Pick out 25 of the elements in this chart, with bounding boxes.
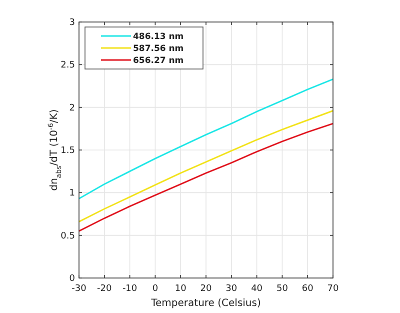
y-tick-label: 3: [69, 18, 75, 28]
x-tick-label: -10: [122, 284, 138, 294]
x-tick-label: 10: [174, 284, 187, 294]
x-axis-title: Temperature (Celsius): [150, 298, 261, 309]
y-tick-label: 2.5: [60, 60, 75, 71]
line-series: [78, 78, 334, 200]
x-tick-label: 20: [200, 284, 212, 294]
x-tick-label: 30: [226, 284, 238, 294]
y-tick-label: 0: [69, 274, 76, 284]
line-series: [78, 122, 334, 232]
y-tick-label: 0.5: [60, 231, 75, 242]
x-tick-label: -30: [72, 284, 87, 294]
legend-label: 656.27 nm: [133, 56, 184, 66]
x-tick-label: 40: [251, 284, 263, 294]
x-tick-label: 0: [152, 284, 158, 294]
y-tick-label: 2: [69, 103, 75, 114]
legend-label: 587.56 nm: [133, 44, 184, 54]
line-series: [78, 110, 334, 222]
y-tick-label: 1.5: [60, 146, 75, 156]
x-tick-label: 50: [276, 284, 288, 294]
x-tick-label: -20: [97, 284, 112, 294]
y-tick-label: 1: [69, 188, 75, 199]
legend-label: 486.13 nm: [133, 32, 184, 42]
x-tick-label: 60: [302, 284, 314, 294]
x-tick-label: 70: [327, 284, 339, 294]
